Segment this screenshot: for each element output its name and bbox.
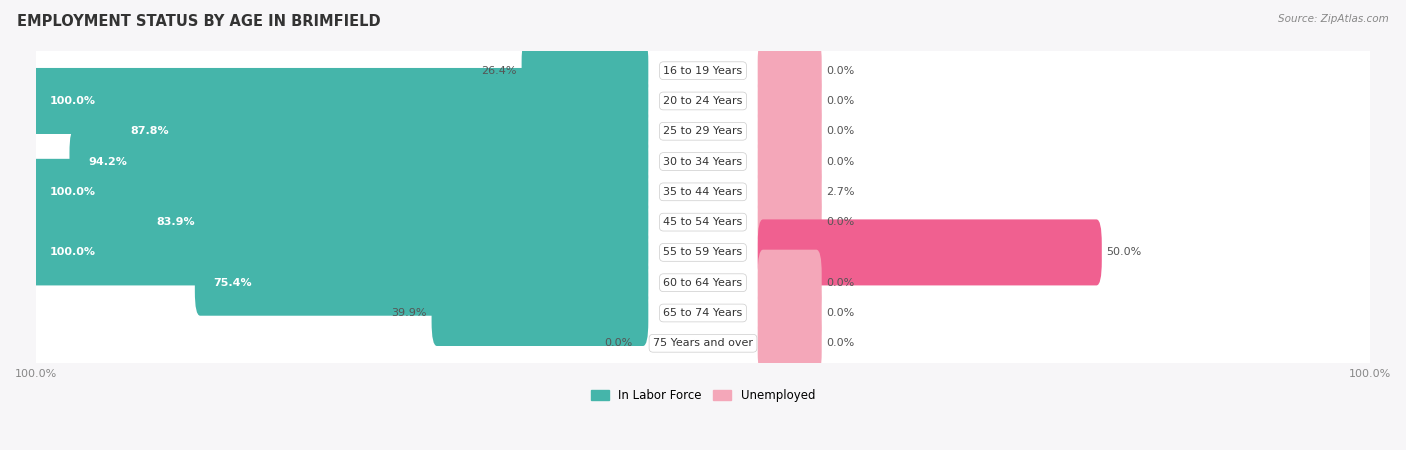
Text: 0.0%: 0.0% (827, 308, 855, 318)
Text: 83.9%: 83.9% (157, 217, 195, 227)
FancyBboxPatch shape (138, 189, 648, 255)
Text: 0.0%: 0.0% (827, 278, 855, 288)
Text: 0.0%: 0.0% (827, 338, 855, 348)
FancyBboxPatch shape (758, 250, 821, 316)
Text: 75 Years and over: 75 Years and over (652, 338, 754, 348)
Text: 0.0%: 0.0% (827, 66, 855, 76)
Text: 26.4%: 26.4% (481, 66, 517, 76)
Text: 50.0%: 50.0% (1107, 248, 1142, 257)
Text: 55 to 59 Years: 55 to 59 Years (664, 248, 742, 257)
FancyBboxPatch shape (758, 38, 821, 104)
FancyBboxPatch shape (432, 280, 648, 346)
Text: 60 to 64 Years: 60 to 64 Years (664, 278, 742, 288)
FancyBboxPatch shape (31, 159, 648, 225)
Text: 0.0%: 0.0% (827, 126, 855, 136)
Text: 100.0%: 100.0% (49, 187, 96, 197)
FancyBboxPatch shape (32, 164, 1374, 220)
Text: 39.9%: 39.9% (391, 308, 427, 318)
FancyBboxPatch shape (31, 220, 648, 285)
Text: Source: ZipAtlas.com: Source: ZipAtlas.com (1278, 14, 1389, 23)
Text: 94.2%: 94.2% (89, 157, 127, 166)
FancyBboxPatch shape (758, 98, 821, 164)
FancyBboxPatch shape (32, 43, 1374, 98)
Text: 65 to 74 Years: 65 to 74 Years (664, 308, 742, 318)
FancyBboxPatch shape (758, 310, 821, 376)
FancyBboxPatch shape (32, 73, 1374, 129)
FancyBboxPatch shape (32, 225, 1374, 280)
FancyBboxPatch shape (32, 104, 1374, 159)
FancyBboxPatch shape (195, 250, 648, 316)
Text: 30 to 34 Years: 30 to 34 Years (664, 157, 742, 166)
Text: 35 to 44 Years: 35 to 44 Years (664, 187, 742, 197)
FancyBboxPatch shape (32, 255, 1374, 310)
FancyBboxPatch shape (522, 38, 648, 104)
FancyBboxPatch shape (32, 285, 1374, 341)
Text: 2.7%: 2.7% (827, 187, 855, 197)
Text: 100.0%: 100.0% (49, 96, 96, 106)
Text: 16 to 19 Years: 16 to 19 Years (664, 66, 742, 76)
FancyBboxPatch shape (31, 68, 648, 134)
FancyBboxPatch shape (758, 220, 1102, 285)
Text: EMPLOYMENT STATUS BY AGE IN BRIMFIELD: EMPLOYMENT STATUS BY AGE IN BRIMFIELD (17, 14, 381, 28)
Text: 0.0%: 0.0% (827, 96, 855, 106)
Text: 0.0%: 0.0% (827, 217, 855, 227)
FancyBboxPatch shape (758, 129, 821, 194)
FancyBboxPatch shape (69, 129, 648, 194)
Text: 25 to 29 Years: 25 to 29 Years (664, 126, 742, 136)
FancyBboxPatch shape (112, 98, 648, 164)
FancyBboxPatch shape (32, 316, 1374, 371)
Text: 0.0%: 0.0% (605, 338, 633, 348)
Legend: In Labor Force, Unemployed: In Labor Force, Unemployed (586, 385, 820, 407)
Text: 100.0%: 100.0% (49, 248, 96, 257)
Text: 87.8%: 87.8% (131, 126, 170, 136)
Text: 75.4%: 75.4% (214, 278, 252, 288)
FancyBboxPatch shape (758, 280, 821, 346)
FancyBboxPatch shape (758, 159, 821, 225)
Text: 20 to 24 Years: 20 to 24 Years (664, 96, 742, 106)
Text: 45 to 54 Years: 45 to 54 Years (664, 217, 742, 227)
FancyBboxPatch shape (758, 189, 821, 255)
FancyBboxPatch shape (32, 194, 1374, 250)
FancyBboxPatch shape (758, 68, 821, 134)
Text: 0.0%: 0.0% (827, 157, 855, 166)
FancyBboxPatch shape (32, 134, 1374, 189)
